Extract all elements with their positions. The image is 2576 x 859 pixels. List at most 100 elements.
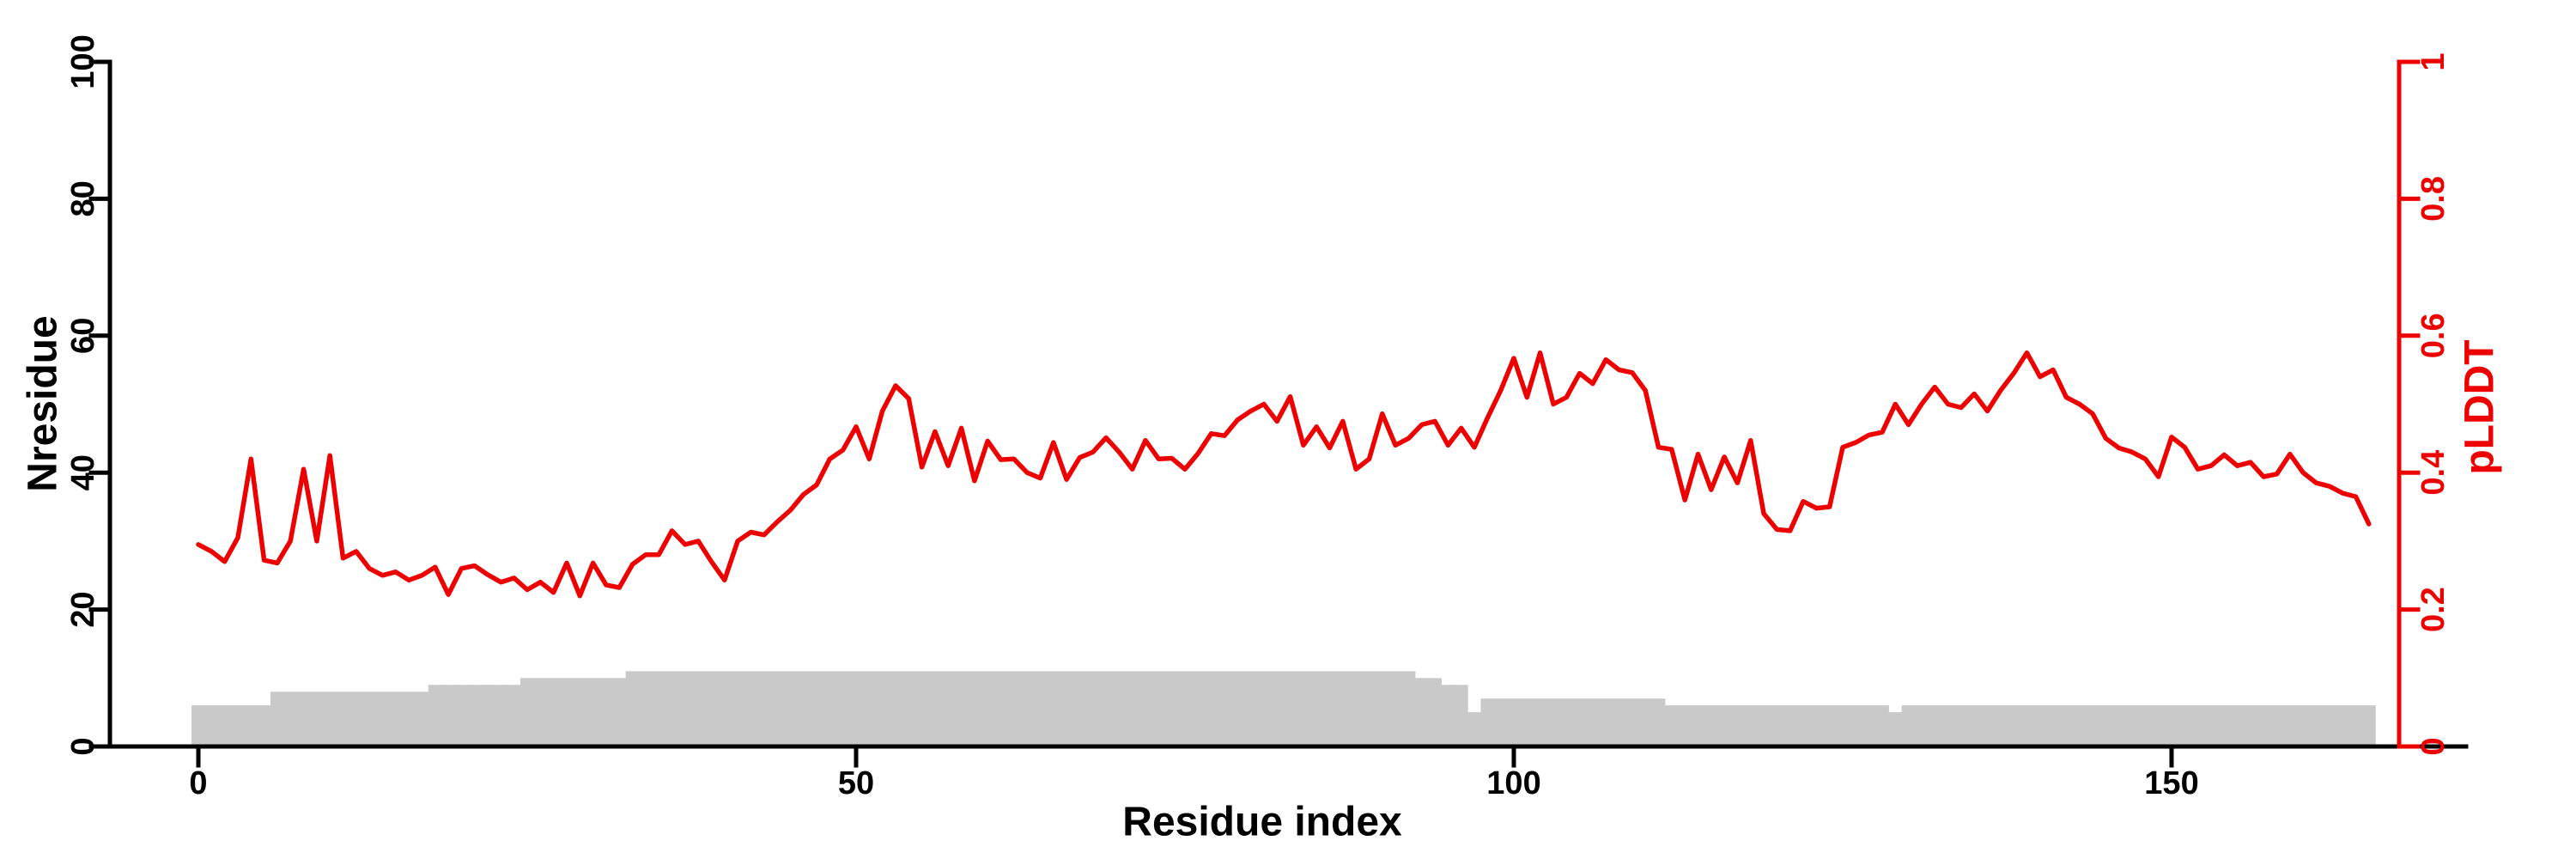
nresidue-bar <box>1743 705 1758 746</box>
nresidue-bar <box>1046 671 1060 746</box>
y-right-axis-tick-label: 1 <box>2415 52 2451 70</box>
nresidue-bar <box>1020 671 1035 746</box>
y-right-axis-tick-label: 0.4 <box>2415 450 2451 496</box>
nresidue-bar <box>1953 705 1968 746</box>
nresidue-bar <box>2217 705 2232 746</box>
nresidue-bar <box>1178 671 1192 746</box>
nresidue-bar <box>1546 698 1560 746</box>
nresidue-bar <box>1401 671 1416 746</box>
nresidue-bar <box>1849 705 1863 746</box>
nresidue-bar <box>849 671 863 746</box>
nresidue-bar <box>2125 705 2139 746</box>
nresidue-bar <box>2269 705 2284 746</box>
nresidue-bar <box>231 705 245 746</box>
x-axis-title: Residue index <box>1122 800 1402 845</box>
nresidue-bar <box>283 691 298 746</box>
nresidue-bar <box>1520 698 1534 746</box>
nresidue-bar <box>704 671 719 746</box>
nresidue-bar <box>2282 705 2297 746</box>
nresidue-bar <box>598 678 613 746</box>
nresidue-bar <box>1230 671 1245 746</box>
nresidue-bar <box>783 671 798 746</box>
nresidue-bar <box>1559 698 1574 746</box>
nresidue-bar <box>638 671 653 746</box>
nresidue-bar <box>494 685 508 746</box>
nresidue-bar <box>1085 671 1100 746</box>
nresidue-bar <box>1204 671 1218 746</box>
nresidue-bar <box>954 671 969 746</box>
nresidue-bar <box>1928 705 1942 746</box>
nresidue-bar <box>1099 671 1114 746</box>
nresidue-bar <box>309 691 324 746</box>
nresidue-bar <box>2138 705 2153 746</box>
nresidue-bar <box>1888 712 1903 746</box>
nresidue-bar <box>677 671 692 746</box>
nresidue-bar <box>1796 705 1810 746</box>
nresidue-bar <box>1322 671 1337 746</box>
nresidue-bar <box>1678 705 1692 746</box>
nresidue-bar <box>454 685 469 746</box>
nresidue-bar <box>1270 671 1285 746</box>
nresidue-bar <box>1809 705 1824 746</box>
nresidue-bar <box>1112 671 1127 746</box>
nresidue-bar <box>1862 705 1876 746</box>
nresidue-bar <box>586 678 600 746</box>
x-axis-tick-label: 0 <box>189 765 207 801</box>
nresidue-bar <box>2111 705 2126 746</box>
nresidue-bar <box>2361 705 2376 746</box>
nresidue-bar <box>1243 671 1258 746</box>
nresidue-bar <box>2178 705 2192 746</box>
nresidue-bar <box>2165 705 2178 746</box>
nresidue-bar <box>1256 671 1271 746</box>
y-left-axis-tick-label: 40 <box>65 454 101 490</box>
nresidue-bar <box>1493 698 1508 746</box>
nresidue-bar <box>665 671 679 746</box>
nresidue-bar <box>1006 671 1021 746</box>
nresidue-bar <box>1388 671 1403 746</box>
nresidue-bar <box>914 671 929 746</box>
plddt-line <box>196 350 2372 599</box>
nresidue-bar <box>270 691 284 746</box>
x-axis-tick-label: 150 <box>2144 765 2198 801</box>
nresidue-bar <box>2007 705 2021 746</box>
nresidue-bar <box>1572 698 1587 746</box>
nresidue-bar <box>415 691 429 746</box>
nresidue-bar <box>1151 671 1166 746</box>
nresidue-bar <box>573 678 587 746</box>
nresidue-bar <box>967 671 981 746</box>
nresidue-bar <box>2309 705 2324 746</box>
nresidue-bar <box>2296 705 2311 746</box>
nresidue-bar <box>823 671 837 746</box>
nresidue-bar <box>257 705 271 746</box>
nresidue-bar <box>1638 698 1653 746</box>
nresidue-bar <box>810 671 823 746</box>
nresidue-bar <box>1362 671 1376 746</box>
nresidue-bar <box>375 691 390 746</box>
nresidue-bar <box>204 705 219 746</box>
y-left-axis-tick-label: 0 <box>65 737 101 755</box>
nresidue-bar <box>1599 698 1613 746</box>
y-right-axis-tick-label: 0.2 <box>2415 587 2451 632</box>
nresidue-bar <box>560 678 574 746</box>
nresidue-bar <box>1757 705 1771 746</box>
nresidue-bar <box>625 671 640 746</box>
nresidue-bar <box>1033 671 1048 746</box>
nresidue-bar <box>1612 698 1626 746</box>
nresidue-bar <box>2086 705 2100 746</box>
nresidue-bar <box>717 671 732 746</box>
nresidue-bar <box>1875 705 1889 746</box>
nresidue-bar <box>388 691 403 746</box>
nresidue-bar <box>323 691 337 746</box>
nresidue-bar <box>1770 705 1784 746</box>
nresidue-bar <box>1480 698 1495 746</box>
nresidue-bar <box>1335 671 1350 746</box>
nresidue-bar <box>1296 671 1310 746</box>
nresidue-bar <box>1625 698 1639 746</box>
nresidue-bar <box>336 691 350 746</box>
nresidue-bar <box>1283 671 1297 746</box>
nresidue-bar <box>1730 705 1745 746</box>
nresidue-bar <box>1533 698 1547 746</box>
x-axis-tick-label: 50 <box>838 765 874 801</box>
